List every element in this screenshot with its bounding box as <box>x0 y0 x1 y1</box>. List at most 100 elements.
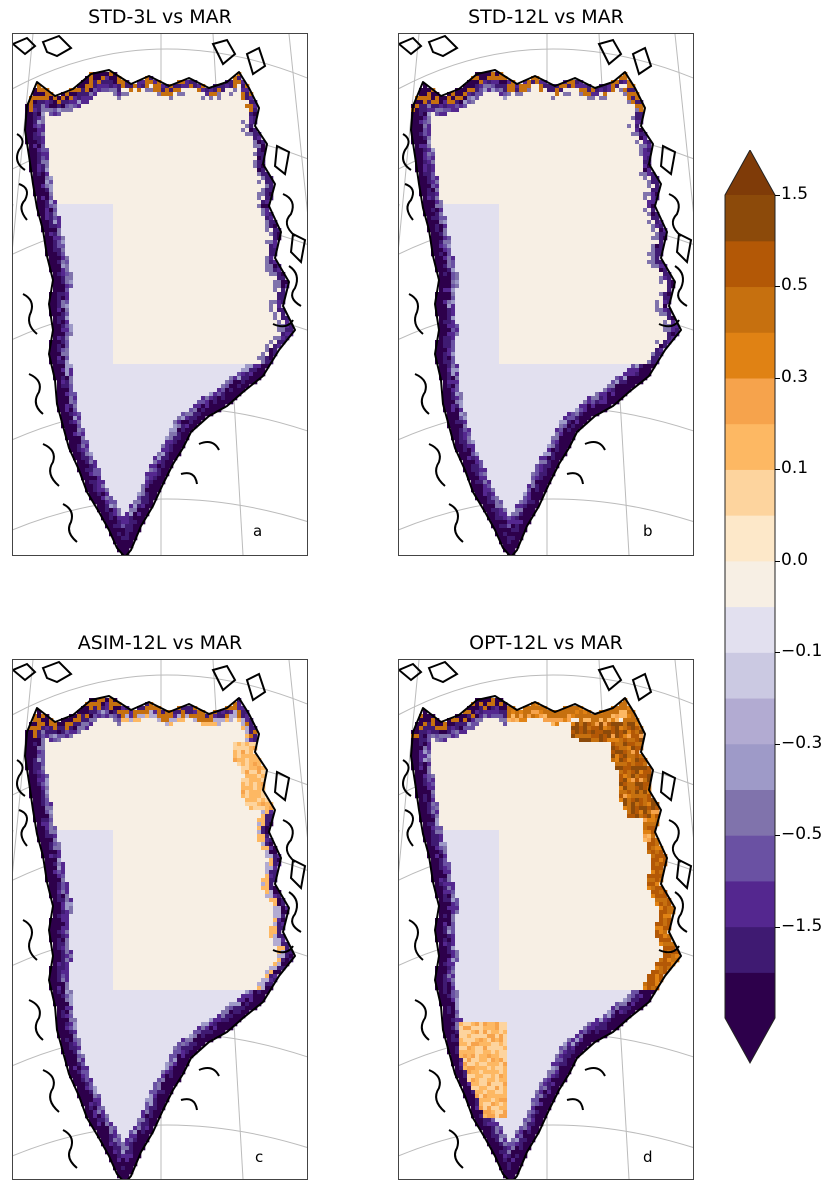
map-cell <box>69 428 74 433</box>
map-cell <box>101 168 106 173</box>
map-cell <box>197 148 202 153</box>
map-cell <box>249 124 254 129</box>
map-cell <box>61 132 66 137</box>
map-cell <box>129 140 134 145</box>
map-cell <box>61 336 66 341</box>
map-cell <box>149 156 154 161</box>
map-cell <box>181 276 186 281</box>
map-cell <box>153 132 158 137</box>
map-cell <box>213 340 218 345</box>
map-cell <box>201 196 206 201</box>
map-cell <box>81 160 86 165</box>
map-cell <box>189 288 194 293</box>
map-cell <box>101 376 106 381</box>
map-cell <box>89 376 94 381</box>
map-cell <box>181 400 186 405</box>
map-cell <box>45 244 50 249</box>
map-cell <box>249 308 254 313</box>
map-cell <box>177 264 182 269</box>
map-cell <box>97 328 102 333</box>
map-cell <box>189 412 194 417</box>
map-cell <box>41 104 46 109</box>
map-cell <box>117 292 122 297</box>
map-cell <box>77 132 82 137</box>
map-cell <box>165 356 170 361</box>
map-cell <box>233 276 238 281</box>
map-cell <box>69 416 74 421</box>
map-cell <box>113 444 118 449</box>
map-cell <box>81 308 86 313</box>
map-cell <box>65 376 70 381</box>
map-cell <box>249 156 254 161</box>
map-cell <box>105 328 110 333</box>
map-cell <box>53 204 58 209</box>
map-cell <box>73 416 78 421</box>
map-cell <box>269 284 274 289</box>
map-cell <box>169 256 174 261</box>
map-cell <box>65 324 70 329</box>
map-cell <box>61 252 66 257</box>
map-cell <box>61 184 66 189</box>
map-cell <box>53 256 58 261</box>
map-cell <box>209 168 214 173</box>
map-cell <box>161 420 166 425</box>
map-cell <box>169 96 174 101</box>
map-cell <box>85 292 90 297</box>
map-cell <box>241 368 246 373</box>
map-cell <box>241 204 246 209</box>
map-cell <box>121 192 126 197</box>
map-cell <box>161 132 166 137</box>
map-cell <box>177 144 182 149</box>
map-cell <box>205 200 210 205</box>
map-cell <box>193 208 198 213</box>
map-cell <box>161 424 166 429</box>
map-cell <box>209 92 214 97</box>
map-cell <box>161 368 166 373</box>
map-cell <box>161 340 166 345</box>
map-cell <box>161 160 166 165</box>
map-cell <box>245 268 250 273</box>
map-cell <box>145 416 150 421</box>
map-cell <box>69 392 74 397</box>
map-cell <box>241 184 246 189</box>
map-cell <box>261 232 266 237</box>
map-cell <box>125 352 130 357</box>
map-cell <box>89 232 94 237</box>
map-cell <box>217 128 222 133</box>
map-cell <box>113 388 118 393</box>
map-cell <box>121 128 126 133</box>
map-cell <box>129 396 134 401</box>
map-cell <box>113 148 118 153</box>
map-cell <box>225 356 230 361</box>
map-cell <box>73 156 78 161</box>
map-cell <box>169 136 174 141</box>
map-cell <box>169 280 174 285</box>
map-cell <box>81 340 86 345</box>
map-cell <box>137 204 142 209</box>
map-cell <box>189 260 194 265</box>
map-cell <box>77 216 82 221</box>
map-cell <box>93 216 98 221</box>
map-cell <box>101 192 106 197</box>
longitude-line <box>13 34 34 248</box>
map-cell <box>245 292 250 297</box>
map-cell <box>97 340 102 345</box>
map-cell <box>53 360 58 365</box>
map-cell <box>185 364 190 369</box>
map-cell <box>149 236 154 241</box>
map-cell <box>41 144 46 149</box>
map-cell <box>169 164 174 169</box>
map-cell <box>229 172 234 177</box>
map-cell <box>149 296 154 301</box>
map-cell <box>65 388 70 393</box>
map-cell <box>125 360 130 365</box>
map-cell <box>221 208 226 213</box>
map-cell <box>85 288 90 293</box>
map-cell <box>169 324 174 329</box>
map-cell <box>129 376 134 381</box>
greenland-map <box>13 34 307 555</box>
map-cell <box>65 132 70 137</box>
map-cell <box>265 272 270 277</box>
map-cell <box>81 288 86 293</box>
map-cell <box>193 336 198 341</box>
